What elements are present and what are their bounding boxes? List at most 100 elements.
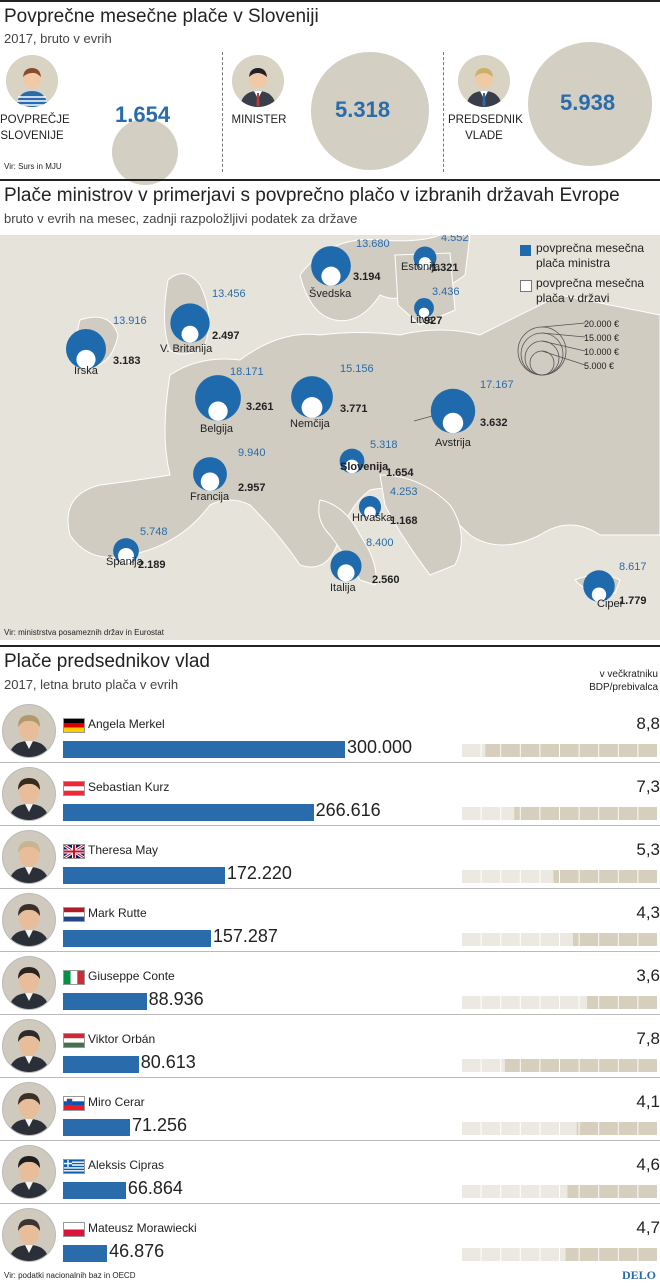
ratio-segment-fill — [618, 807, 638, 820]
minister-bubble-6 — [291, 376, 333, 418]
ratio-segment — [501, 933, 520, 946]
ratio-segment-fill — [567, 1185, 579, 1198]
average-worker-avatar — [6, 55, 58, 107]
country-avg-label: 3.771 — [340, 403, 368, 415]
leader-photo — [2, 704, 56, 758]
ratio-segment — [481, 870, 501, 883]
country-name-label: Italija — [330, 581, 356, 594]
gdp-ratio-bar — [462, 1059, 657, 1072]
ratio-segment — [540, 1248, 559, 1261]
ratio-segment — [481, 1248, 501, 1261]
ratio-segment-fill — [618, 1185, 638, 1198]
ratio-segment — [481, 807, 501, 820]
legend-country-label: povprečna mesečna plača v državi — [536, 276, 645, 305]
ratio-segment — [462, 807, 481, 820]
minister-value-label: 15.156 — [340, 363, 374, 375]
scale-circle-5000 — [529, 350, 555, 376]
gdp-ratio-bar — [462, 1122, 657, 1135]
ratio-segment-fill — [618, 1122, 638, 1135]
salary-value: 88.936 — [148, 989, 204, 1009]
country-name-label: Švedska — [309, 287, 352, 300]
ratio-segment — [520, 1122, 540, 1135]
ratio-segment-fill — [565, 1248, 579, 1261]
gdp-ratio-bar — [462, 744, 657, 757]
country-avg-label: 3.632 — [480, 417, 508, 429]
ratio-segment — [481, 1122, 501, 1135]
leader-photo — [2, 830, 56, 884]
ratio-segment — [462, 1185, 481, 1198]
ratio-segment-fill — [618, 933, 638, 946]
gdp-ratio-value: 7,8 — [636, 1029, 660, 1048]
salary-bar — [63, 867, 225, 884]
ratio-segment-fill — [638, 996, 657, 1009]
country-avg-label: 2.189 — [138, 559, 166, 571]
ratio-segment-fill — [618, 996, 638, 1009]
country-name-label: V. Britanija — [160, 342, 213, 355]
ratio-segment — [501, 1248, 520, 1261]
minister-value-label: 5.748 — [140, 526, 168, 538]
size-scale-labels: 20.000 € 15.000 € 10.000 € 5.000 € — [584, 319, 620, 371]
section2-title: Plače ministrov v primerjavi s povprečno… — [4, 185, 620, 206]
section3-rule — [0, 645, 660, 647]
country-avg-label: 2.957 — [238, 482, 266, 494]
row-divider — [0, 825, 660, 826]
leader-name: Mark Rutte — [88, 906, 147, 920]
country-bubble-0 — [321, 266, 341, 286]
salary-value: 300.000 — [347, 737, 413, 757]
ratio-segment-fill — [501, 744, 520, 757]
leader-photo — [2, 893, 56, 947]
ratio-segment-fill — [599, 933, 618, 946]
country-avg-label: 927 — [424, 315, 443, 327]
ratio-segment-fill — [573, 933, 579, 946]
country-name-label: Estonija — [401, 261, 441, 274]
divider — [443, 52, 444, 172]
country-bubble-6 — [301, 397, 323, 418]
country-name-label: Ciper — [597, 597, 624, 610]
country-name-label: Slovenija — [340, 461, 389, 474]
delo-logo: DELO — [621, 1268, 656, 1282]
ratio-segment — [462, 870, 481, 883]
country-avg-label: 1.654 — [386, 467, 414, 479]
minister-bubble-7 — [430, 388, 476, 434]
salary-bar — [63, 1182, 126, 1199]
minister-value-label: 13.916 — [113, 315, 147, 327]
country-name-label: Belgija — [200, 422, 234, 435]
pm-bubble — [528, 42, 652, 166]
country-bubble-3 — [181, 325, 199, 343]
ratio-segment-fill — [560, 870, 579, 883]
balkans-shape — [379, 474, 462, 576]
ratio-segment-fill — [514, 807, 520, 820]
gdp-ratio-value: 3,6 — [636, 966, 660, 985]
country-avg-label: 2.497 — [212, 330, 240, 342]
ratio-segment-fill — [540, 1059, 559, 1072]
ratio-segment — [520, 1185, 540, 1198]
minister-value-label: 5.318 — [370, 439, 398, 451]
ratio-segment-fill — [638, 744, 657, 757]
ratio-segment-fill — [638, 870, 657, 883]
ratio-segment-fill — [553, 870, 559, 883]
ratio-segment — [560, 1122, 579, 1135]
country-name-label: Španija — [106, 555, 143, 568]
ratio-segment-fill — [599, 1185, 618, 1198]
leader-name: Theresa May — [88, 843, 159, 857]
ratio-segment — [501, 870, 520, 883]
country-bubble-13 — [591, 587, 607, 602]
leader-name: Viktor Orbán — [88, 1032, 156, 1046]
country-name-label: Avstrija — [435, 437, 471, 450]
gdp-ratio-value: 4,7 — [636, 1218, 660, 1237]
ratio-segment-fill — [560, 744, 579, 757]
salary-bar — [63, 1119, 130, 1136]
country-avg-label: 2.560 — [372, 574, 400, 586]
ratio-segment — [520, 870, 540, 883]
row-divider — [0, 1203, 660, 1204]
legend-minister-label: povprečna mesečna plača ministra — [536, 241, 645, 270]
ratio-segment — [520, 933, 540, 946]
ratio-segment-fill — [638, 1059, 657, 1072]
minister-value-label: 4.552 — [441, 235, 469, 244]
salary-value: 266.616 — [315, 800, 381, 820]
leader-photo — [2, 1082, 56, 1136]
ratio-segment-fill — [618, 1248, 638, 1261]
leader-name: Aleksis Cipras — [88, 1158, 165, 1172]
ratio-segment-fill — [579, 933, 599, 946]
divider — [222, 52, 223, 172]
